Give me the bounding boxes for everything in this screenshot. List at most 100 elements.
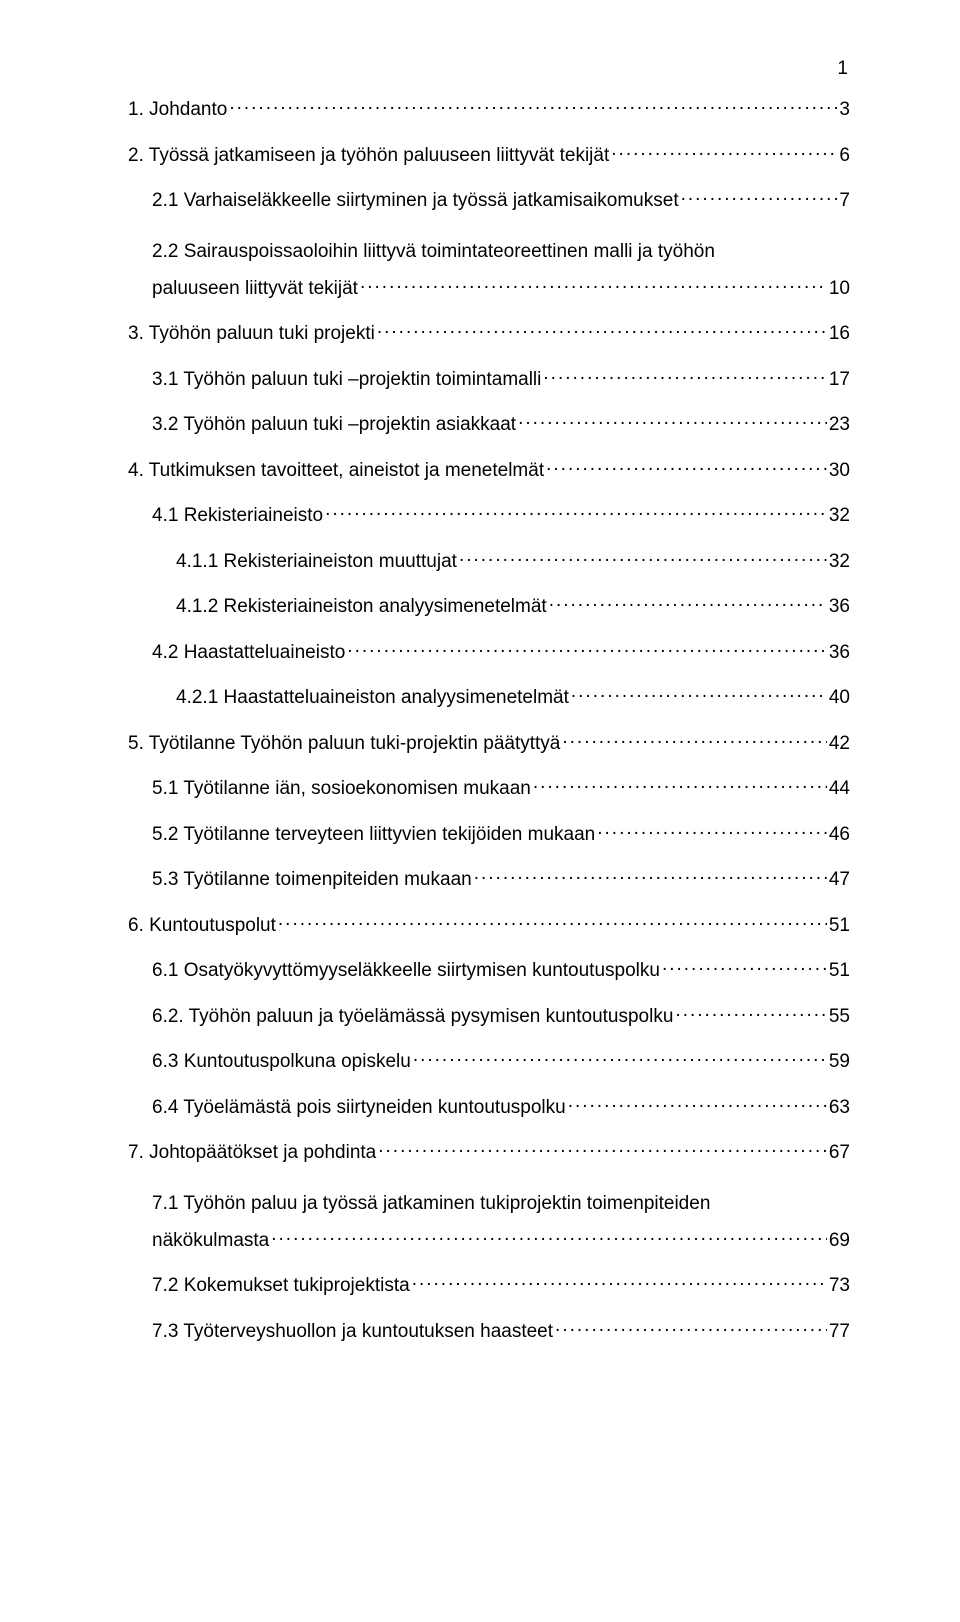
- toc-leader: [278, 912, 827, 931]
- toc-entry: 4.2.1 Haastatteluaineiston analyysimenet…: [128, 684, 850, 709]
- toc-leader: [675, 1003, 826, 1022]
- toc-entry-label: 7.3 Työterveyshuollon ja kuntoutuksen ha…: [152, 1321, 553, 1343]
- toc-entry-label: 6.3 Kuntoutuspolkuna opiskelu: [152, 1051, 411, 1073]
- toc-entry: 6.2. Työhön paluun ja työelämässä pysymi…: [128, 1003, 850, 1028]
- toc-entry: 4. Tutkimuksen tavoitteet, aineistot ja …: [128, 457, 850, 482]
- toc-entry-label: 6.1 Osatyökyvyttömyyseläkkeelle siirtymi…: [152, 960, 660, 982]
- toc-entry: 7.2 Kokemukset tukiprojektista 73: [128, 1272, 850, 1297]
- toc-entry: 5. Työtilanne Työhön paluun tuki-projekt…: [128, 730, 850, 755]
- toc-entry-page: 17: [829, 369, 850, 391]
- page-number: 1: [837, 58, 848, 80]
- toc-entry-line1: 7.1 Työhön paluu ja työssä jatkaminen tu…: [128, 1185, 850, 1223]
- toc-entry-page: 46: [829, 824, 850, 846]
- toc-entry-page: 40: [829, 687, 850, 709]
- toc-entry-page: 16: [829, 323, 850, 345]
- toc-entry: 2.1 Varhaiseläkkeelle siirtyminen ja työ…: [128, 187, 850, 212]
- toc-entry-page: 59: [829, 1051, 850, 1073]
- toc-entry-page: 67: [829, 1142, 850, 1164]
- toc-entry: 7.3 Työterveyshuollon ja kuntoutuksen ha…: [128, 1318, 850, 1343]
- toc-entry-label: paluuseen liittyvät tekijät: [152, 278, 358, 300]
- toc-entry-page: 69: [829, 1230, 850, 1252]
- toc-leader: [378, 1139, 827, 1158]
- toc-leader: [611, 142, 837, 161]
- toc-leader: [568, 1094, 827, 1113]
- toc-entry: 5.1 Työtilanne iän, sosioekonomisen muka…: [128, 775, 850, 800]
- toc-leader: [459, 548, 827, 567]
- toc-leader: [571, 684, 827, 703]
- toc-leader: [325, 502, 827, 521]
- toc-entry: 6.3 Kuntoutuspolkuna opiskelu 59: [128, 1048, 850, 1073]
- toc-entry-line1: 2.2 Sairauspoissaoloihin liittyvä toimin…: [128, 233, 850, 271]
- toc-entry-page: 42: [829, 733, 850, 755]
- toc-leader: [543, 366, 826, 385]
- toc-entry-label: 1. Johdanto: [128, 99, 227, 121]
- toc-entry-label: 2.1 Varhaiseläkkeelle siirtyminen ja työ…: [152, 190, 679, 212]
- toc-entry-page: 6: [839, 145, 850, 167]
- toc-entry-label: 3.1 Työhön paluun tuki –projektin toimin…: [152, 369, 541, 391]
- toc-entry-page: 10: [829, 278, 850, 300]
- toc-entry-page: 47: [829, 869, 850, 891]
- document-page: 1 1. Johdanto 3 2. Työssä jatkamiseen ja t…: [0, 0, 960, 1622]
- toc-entry: 4.2 Haastatteluaineisto 36: [128, 639, 850, 664]
- toc-entry-page: 44: [829, 778, 850, 800]
- toc-leader: [229, 96, 837, 115]
- toc-entry: 1. Johdanto 3: [128, 96, 850, 121]
- toc-entry-label: 4.1 Rekisteriaineisto: [152, 505, 323, 527]
- toc-entry-label: 5.1 Työtilanne iän, sosioekonomisen muka…: [152, 778, 531, 800]
- toc-entry-page: 32: [829, 551, 850, 573]
- toc-entry-label: 6. Kuntoutuspolut: [128, 915, 276, 937]
- toc-entry: 3.2 Työhön paluun tuki –projektin asiakk…: [128, 411, 850, 436]
- toc-leader: [474, 866, 827, 885]
- toc-leader: [518, 411, 827, 430]
- toc-entry-label: 4.2.1 Haastatteluaineiston analyysimenet…: [176, 687, 569, 709]
- toc-entry-label: 2. Työssä jatkamiseen ja työhön paluusee…: [128, 145, 609, 167]
- toc-entry: 6. Kuntoutuspolut 51: [128, 912, 850, 937]
- toc-leader: [360, 275, 827, 294]
- toc-entry-label: 3.2 Työhön paluun tuki –projektin asiakk…: [152, 414, 516, 436]
- toc-leader: [546, 457, 827, 476]
- toc-entry-page: 55: [829, 1006, 850, 1028]
- toc-leader: [562, 730, 826, 749]
- toc-leader: [412, 1272, 827, 1291]
- toc-entry-page: 36: [829, 596, 850, 618]
- toc-entry-page: 7: [839, 190, 850, 212]
- toc-entry-label: näkökulmasta: [152, 1230, 269, 1252]
- toc-leader: [347, 639, 827, 658]
- toc-entry-page: 73: [829, 1275, 850, 1297]
- toc-entry: 5.2 Työtilanne terveyteen liittyvien tek…: [128, 821, 850, 846]
- toc-leader: [597, 821, 827, 840]
- toc-leader: [681, 187, 838, 206]
- toc-entry: 2. Työssä jatkamiseen ja työhön paluusee…: [128, 142, 850, 167]
- toc-leader: [662, 957, 827, 976]
- toc-leader: [533, 775, 827, 794]
- toc-entry: 5.3 Työtilanne toimenpiteiden mukaan 47: [128, 866, 850, 891]
- toc-entry: 4.1.1 Rekisteriaineiston muuttujat32: [128, 548, 850, 573]
- toc-entry-label: 7.2 Kokemukset tukiprojektista: [152, 1275, 410, 1297]
- toc-entry: 6.1 Osatyökyvyttömyyseläkkeelle siirtymi…: [128, 957, 850, 982]
- toc-entry-page: 32: [829, 505, 850, 527]
- toc-entry-label: 5.3 Työtilanne toimenpiteiden mukaan: [152, 869, 472, 891]
- toc-entry-label: 4.2 Haastatteluaineisto: [152, 642, 345, 664]
- toc-entry-label: 3. Työhön paluun tuki projekti: [128, 323, 375, 345]
- toc-entry-label: 4.1.2 Rekisteriaineiston analyysimenetel…: [176, 596, 547, 618]
- toc-entry-page: 63: [829, 1097, 850, 1119]
- toc-leader: [271, 1227, 827, 1246]
- toc-entry: 3.1 Työhön paluun tuki –projektin toimin…: [128, 366, 850, 391]
- toc-entry-label: 6.4 Työelämästä pois siirtyneiden kuntou…: [152, 1097, 566, 1119]
- toc-leader: [377, 320, 827, 339]
- toc-leader: [549, 593, 827, 612]
- toc-entry: 6.4 Työelämästä pois siirtyneiden kuntou…: [128, 1094, 850, 1119]
- toc-leader: [555, 1318, 827, 1337]
- toc-entry-page: 51: [829, 960, 850, 982]
- toc-entry-page: 3: [839, 99, 850, 121]
- toc-entry-page: 51: [829, 915, 850, 937]
- toc-entry: 7. Johtopäätökset ja pohdinta67: [128, 1139, 850, 1164]
- toc-entry: 4.1 Rekisteriaineisto 32: [128, 502, 850, 527]
- toc-entry-page: 36: [829, 642, 850, 664]
- toc-entry: 3. Työhön paluun tuki projekti 16: [128, 320, 850, 345]
- table-of-contents: 1. Johdanto 3 2. Työssä jatkamiseen ja työ…: [128, 96, 850, 1343]
- toc-entry: 4.1.2 Rekisteriaineiston analyysimenetel…: [128, 593, 850, 618]
- toc-entry: paluuseen liittyvät tekijät 10: [128, 275, 850, 300]
- toc-entry-label: 5. Työtilanne Työhön paluun tuki-projekt…: [128, 733, 560, 755]
- toc-entry-page: 30: [829, 460, 850, 482]
